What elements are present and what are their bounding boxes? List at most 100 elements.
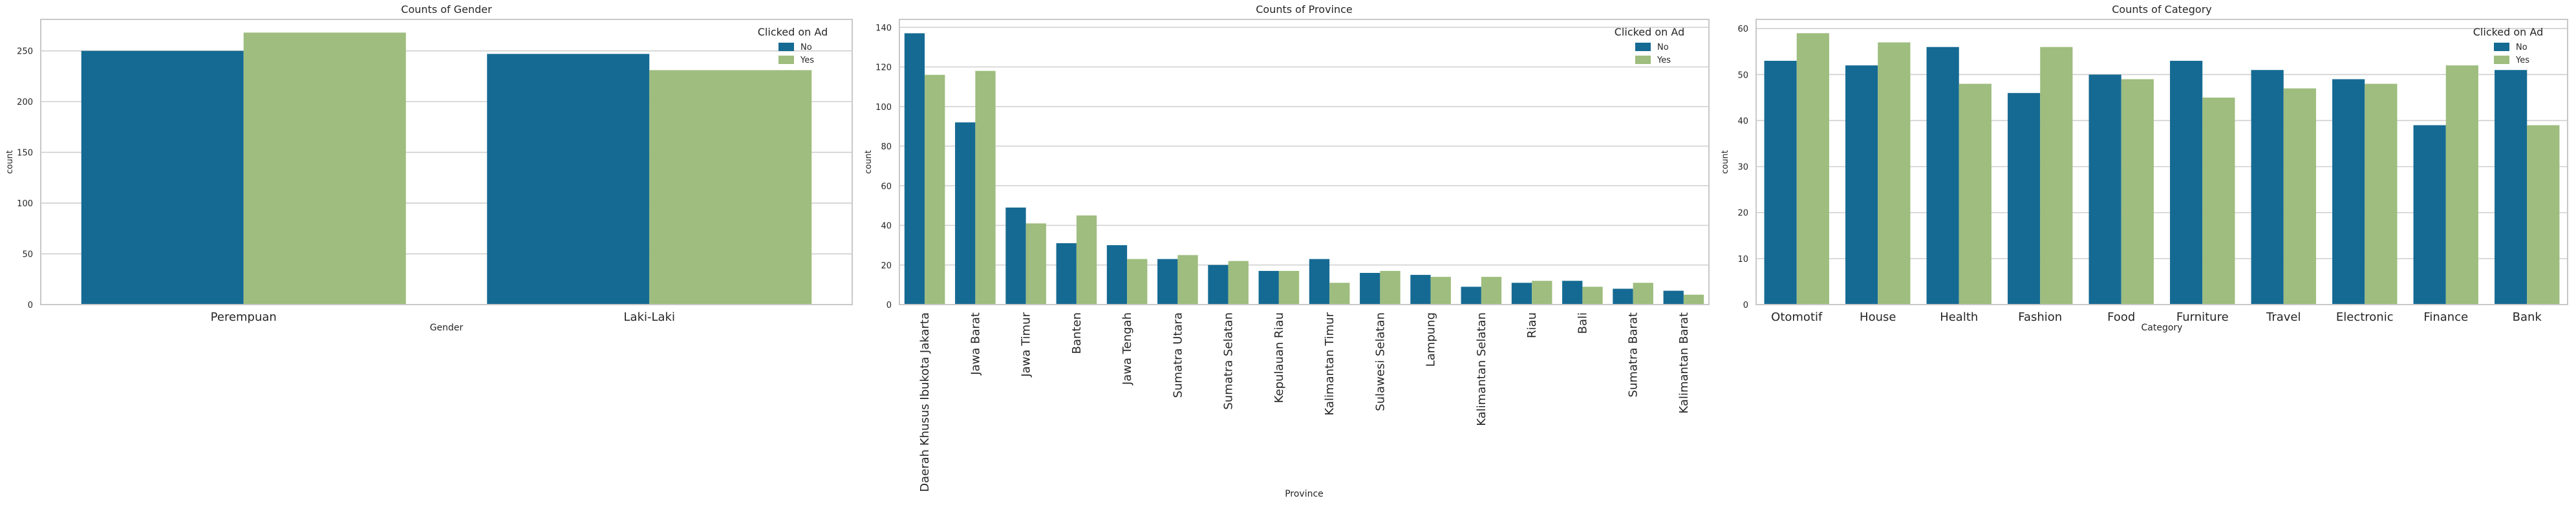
x-tick-label: Perempuan xyxy=(211,310,277,324)
y-tick-label: 250 xyxy=(17,47,33,57)
bar-no xyxy=(1056,243,1077,305)
bar-yes xyxy=(649,70,812,305)
legend-label: No xyxy=(1657,43,1669,52)
bar-yes xyxy=(2040,47,2073,305)
legend-title: Clicked on Ad xyxy=(1615,26,1684,38)
bar-no xyxy=(1410,275,1431,305)
x-tick-label: Bali xyxy=(1576,312,1589,334)
bar-yes xyxy=(1633,283,1653,305)
bar-yes xyxy=(1025,223,1046,305)
bar-yes xyxy=(1278,270,1300,305)
legend: Clicked on Ad No Yes xyxy=(758,26,828,65)
x-tick-label: Fashion xyxy=(2018,310,2062,324)
bar-no xyxy=(2251,70,2284,305)
bar-no xyxy=(2495,70,2528,305)
bar-no xyxy=(81,50,244,305)
bar-no xyxy=(904,33,925,305)
x-tick-label: Health xyxy=(1940,310,1978,324)
y-tick-label: 80 xyxy=(881,142,892,152)
bar-no xyxy=(1926,47,1959,305)
legend-label: Yes xyxy=(1657,56,1671,65)
bar-yes xyxy=(1959,83,1991,305)
legend: Clicked on Ad No Yes xyxy=(2473,26,2543,65)
y-tick-label: 40 xyxy=(881,222,892,232)
bar-yes xyxy=(1683,294,1704,305)
x-tick-label: Banten xyxy=(1070,312,1084,354)
bar-no xyxy=(1157,259,1178,305)
y-tick-label: 10 xyxy=(1737,255,1748,264)
bar-no xyxy=(2008,92,2041,305)
bar-yes xyxy=(1380,270,1401,305)
plot-frame xyxy=(40,19,853,305)
bar-yes xyxy=(2527,125,2560,305)
chart-2: 0 20 40 60 80 100 120 140 Daerah Khusus Ibukota … xyxy=(864,3,1710,499)
y-axis-label: count xyxy=(5,150,15,174)
legend-label: No xyxy=(2516,43,2528,52)
bar-yes xyxy=(1228,261,1249,305)
bar-yes xyxy=(925,74,945,305)
legend-title: Clicked on Ad xyxy=(758,26,828,38)
x-tick-label: Jawa Timur xyxy=(1020,312,1033,377)
y-tick-label: 20 xyxy=(881,261,892,271)
bar-no xyxy=(1845,65,1878,305)
legend-swatch-yes xyxy=(1635,56,1651,64)
x-tick-label: Jawa Tengah xyxy=(1121,312,1134,385)
y-axis-label: count xyxy=(1721,150,1730,174)
legend-label: Yes xyxy=(2515,56,2529,65)
bar-no xyxy=(1613,288,1633,305)
bar-no xyxy=(1106,245,1128,305)
bar-no xyxy=(1764,61,1797,305)
y-tick-label: 140 xyxy=(875,23,892,33)
y-tick-label: 200 xyxy=(17,98,33,107)
x-tick-label: Electronic xyxy=(2336,310,2394,324)
chart-title: Counts of Province xyxy=(1256,3,1353,16)
x-tick-label: Lampung xyxy=(1424,312,1438,367)
chart-1: 0 50 100 150 200 250 Perempuan Laki-Laki Counts … xyxy=(5,3,853,333)
x-tick-label: Sumatra Barat xyxy=(1627,312,1640,397)
chart-title: Counts of Gender xyxy=(401,3,492,16)
y-tick-label: 30 xyxy=(1737,163,1748,173)
legend-label: No xyxy=(800,43,812,52)
bar-no xyxy=(955,122,976,305)
x-axis-label: Gender xyxy=(430,323,464,333)
x-tick-label: Jawa Barat xyxy=(969,312,982,376)
y-tick-label: 50 xyxy=(1737,70,1748,80)
x-tick-label: Furniture xyxy=(2176,310,2229,324)
bar-no xyxy=(1663,290,1684,305)
y-tick-label: 0 xyxy=(886,301,892,310)
legend-swatch-yes xyxy=(778,56,794,64)
bar-no xyxy=(1005,207,1026,305)
y-tick-label: 20 xyxy=(1737,209,1748,219)
x-tick-label: Kalimantan Selatan xyxy=(1475,312,1488,426)
x-tick-label: Riau xyxy=(1525,312,1539,338)
bar-no xyxy=(2332,79,2365,305)
legend-swatch-no xyxy=(2494,43,2509,51)
y-tick-label: 60 xyxy=(1737,25,1748,34)
x-tick-label: Bank xyxy=(2513,310,2542,324)
legend-swatch-yes xyxy=(2494,56,2509,64)
plot-frame xyxy=(1755,19,2568,305)
bar-yes xyxy=(1329,283,1350,305)
y-tick-label: 120 xyxy=(875,63,892,73)
x-tick-label: Daerah Khusus Ibukota Jakarta xyxy=(918,312,932,492)
x-tick-label: Kalimantan Barat xyxy=(1677,312,1691,414)
x-tick-label: Sumatra Selatan xyxy=(1222,312,1236,410)
bar-yes xyxy=(2445,65,2478,305)
y-tick-label: 0 xyxy=(28,301,33,310)
x-tick-label: Food xyxy=(2107,310,2135,324)
legend-swatch-no xyxy=(1635,43,1651,51)
y-tick-label: 100 xyxy=(17,199,33,209)
x-tick-label: Laki-Laki xyxy=(624,310,675,324)
bar-no xyxy=(1208,264,1229,305)
plot-frame xyxy=(899,19,1710,305)
y-tick-label: 0 xyxy=(1743,301,1748,310)
legend: Clicked on Ad No Yes xyxy=(1615,26,1684,65)
bar-yes xyxy=(2365,83,2398,305)
x-tick-label: Sumatra Utara xyxy=(1171,312,1185,398)
bar-no xyxy=(1309,259,1330,305)
y-tick-label: 100 xyxy=(875,103,892,113)
x-tick-label: House xyxy=(1860,310,1896,324)
legend-title: Clicked on Ad xyxy=(2473,26,2543,38)
x-axis-label: Category xyxy=(2141,323,2183,333)
